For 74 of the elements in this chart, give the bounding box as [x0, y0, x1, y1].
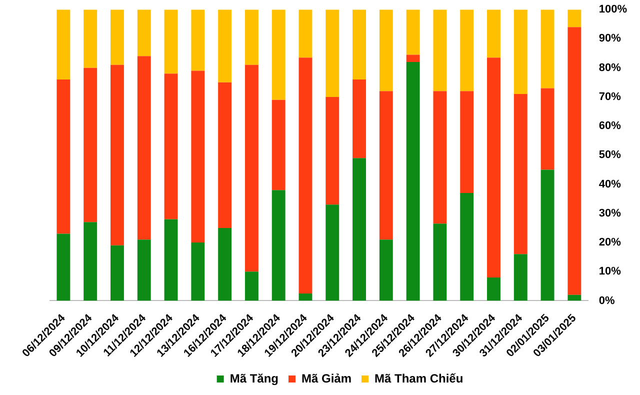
- bar: [56, 10, 70, 80]
- bar: [433, 91, 447, 224]
- bar: [540, 88, 554, 170]
- bar: [379, 240, 393, 301]
- bar: [379, 91, 393, 240]
- bar: [110, 245, 124, 301]
- bar: [218, 82, 232, 228]
- bar: [568, 10, 582, 28]
- bar: [110, 10, 124, 65]
- bar: [298, 293, 312, 301]
- bar: [110, 64, 124, 246]
- bar: [514, 10, 528, 94]
- bar: [487, 58, 500, 278]
- bar: [406, 54, 420, 62]
- bar: [191, 10, 205, 71]
- bar: [84, 222, 98, 301]
- bar: [84, 10, 98, 68]
- bar: [487, 277, 500, 301]
- bar: [191, 242, 205, 301]
- bar: [406, 10, 420, 55]
- bar: [56, 79, 70, 234]
- y-tick-label: 100%: [598, 4, 628, 16]
- bar: [272, 100, 286, 190]
- y-tick-label: 0%: [598, 294, 615, 307]
- bar: [352, 79, 366, 158]
- bar: [137, 240, 151, 301]
- bar: [326, 204, 340, 301]
- bar: [406, 62, 420, 301]
- legend-label: Mã Giảm: [301, 371, 352, 386]
- bar: [191, 70, 205, 243]
- y-tick-label: 80%: [598, 62, 622, 74]
- bar: [433, 10, 447, 92]
- y-tick-label: 30%: [598, 207, 622, 220]
- legend-label: Mã Tham Chiếu: [374, 371, 464, 386]
- bar: [298, 10, 312, 58]
- bar: [460, 91, 474, 194]
- bar: [298, 58, 312, 294]
- bar: [540, 170, 554, 301]
- bar: [137, 10, 151, 56]
- bar: [56, 234, 70, 301]
- y-tick-label: 90%: [598, 32, 622, 45]
- bar: [379, 10, 393, 92]
- bar: [137, 56, 151, 240]
- bar: [433, 224, 447, 301]
- bar: [164, 10, 178, 74]
- bar: [487, 10, 500, 58]
- bar: [514, 254, 528, 301]
- bar: [164, 219, 178, 301]
- bar: [568, 294, 582, 301]
- bar: [326, 10, 340, 97]
- bar: [244, 272, 258, 301]
- bar: [352, 10, 366, 80]
- bar: [326, 96, 340, 205]
- bar: [460, 10, 474, 92]
- y-tick-label: 70%: [598, 90, 622, 103]
- y-tick-label: 10%: [598, 266, 622, 278]
- bar: [218, 10, 232, 82]
- bar: [568, 27, 582, 295]
- bar: [514, 94, 528, 254]
- bar: [352, 158, 366, 301]
- y-tick-label: 60%: [598, 120, 622, 132]
- legend-label: Mã Tăng: [230, 371, 278, 386]
- bar: [244, 64, 258, 272]
- y-tick-label: 40%: [598, 178, 622, 190]
- bar: [272, 190, 286, 301]
- bar: [540, 10, 554, 88]
- bar: [460, 193, 474, 301]
- bar: [84, 68, 98, 222]
- bar: [272, 10, 286, 100]
- y-tick-label: 20%: [598, 236, 622, 249]
- bar: [218, 228, 232, 301]
- bar: [164, 74, 178, 220]
- y-tick-label: 50%: [598, 149, 622, 162]
- bar: [244, 10, 258, 65]
